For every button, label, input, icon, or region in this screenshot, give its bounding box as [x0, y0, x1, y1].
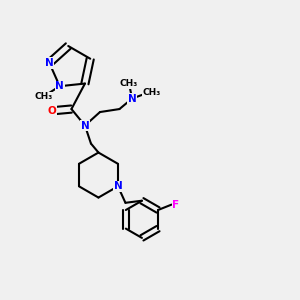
Text: CH₃: CH₃: [34, 92, 52, 101]
Text: CH₃: CH₃: [120, 79, 138, 88]
Text: N: N: [128, 94, 136, 103]
Text: N: N: [45, 58, 54, 68]
Text: F: F: [172, 200, 180, 210]
Text: N: N: [114, 181, 122, 191]
Text: N: N: [81, 121, 89, 130]
Text: N: N: [55, 81, 64, 91]
Text: CH₃: CH₃: [142, 88, 161, 97]
Text: O: O: [48, 106, 56, 116]
